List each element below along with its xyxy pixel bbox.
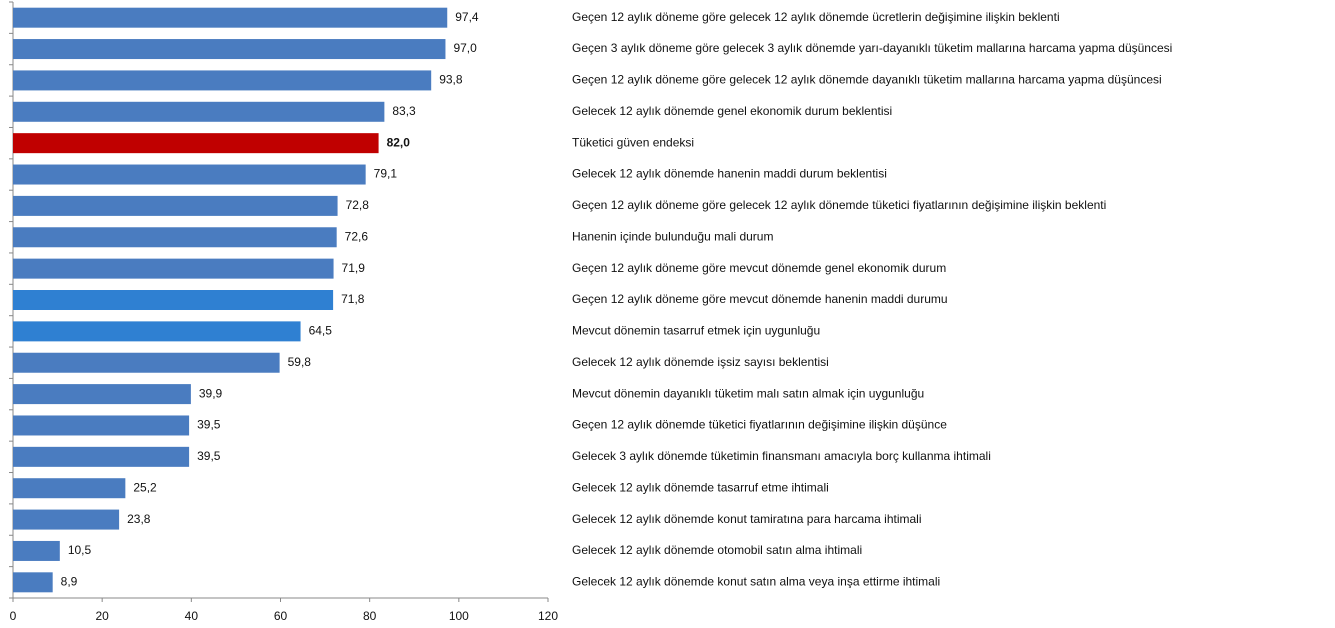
bar [13, 352, 280, 373]
category-label: Gelecek 12 aylık dönemde genel ekonomik … [572, 104, 892, 118]
category-label: Gelecek 12 aylık dönemde hanenin maddi d… [572, 167, 887, 181]
bar [13, 321, 301, 342]
value-label: 10,5 [68, 543, 92, 557]
bar [13, 540, 60, 561]
value-label: 23,8 [127, 512, 151, 526]
bar [13, 133, 379, 154]
value-label: 39,5 [197, 418, 221, 432]
value-label: 59,8 [288, 355, 312, 369]
value-label: 97,0 [453, 41, 477, 55]
x-tick-label: 60 [274, 609, 288, 623]
bar [13, 478, 126, 499]
bar [13, 572, 53, 593]
category-label: Gelecek 3 aylık dönemde tüketimin finans… [572, 449, 991, 463]
category-label: Geçen 12 aylık dönemde tüketici fiyatlar… [572, 418, 947, 432]
category-label: Geçen 12 aylık döneme göre mevcut dönemd… [572, 261, 946, 275]
x-tick-label: 0 [10, 609, 17, 623]
category-label: Gelecek 12 aylık dönemde işsiz sayısı be… [572, 355, 829, 369]
category-label: Geçen 12 aylık döneme göre gelecek 12 ay… [572, 10, 1060, 24]
category-label: Geçen 3 aylık döneme göre gelecek 3 aylı… [572, 41, 1172, 55]
bar [13, 227, 337, 248]
bar [13, 258, 334, 279]
value-label: 39,9 [199, 386, 223, 400]
category-label: Mevcut dönemin tasarruf etmek için uygun… [572, 324, 820, 338]
value-label: 25,2 [133, 480, 157, 494]
value-label: 82,0 [387, 135, 411, 149]
value-label: 71,8 [341, 292, 365, 306]
value-label: 97,4 [455, 10, 479, 24]
category-label: Mevcut dönemin dayanıklı tüketim malı sa… [572, 386, 924, 400]
category-label: Gelecek 12 aylık dönemde otomobil satın … [572, 543, 862, 557]
bar [13, 446, 190, 467]
bar [13, 415, 190, 436]
value-label: 79,1 [374, 167, 398, 181]
bar [13, 101, 385, 122]
bar [13, 195, 338, 216]
value-label: 72,6 [345, 229, 369, 243]
bar [13, 290, 334, 310]
value-label: 72,8 [346, 198, 370, 212]
bar [13, 384, 191, 405]
x-tick-label: 40 [185, 609, 199, 623]
category-label: Gelecek 12 aylık dönemde tasarruf etme i… [572, 480, 829, 494]
category-label: Gelecek 12 aylık dönemde konut satın alm… [572, 574, 940, 588]
category-label: Hanenin içinde bulunduğu mali durum [572, 229, 773, 243]
category-label: Geçen 12 aylık döneme göre mevcut dönemd… [572, 292, 948, 306]
category-label: Tüketici güven endeksi [572, 135, 694, 149]
bar [13, 70, 432, 91]
x-tick-label: 120 [538, 609, 558, 623]
value-label: 71,9 [342, 261, 366, 275]
value-label: 93,8 [439, 73, 463, 87]
x-tick-label: 100 [449, 609, 469, 623]
bar [13, 39, 446, 60]
value-label: 39,5 [197, 449, 221, 463]
value-label: 64,5 [309, 324, 333, 338]
x-tick-label: 20 [95, 609, 109, 623]
bar [13, 7, 448, 28]
bar [13, 509, 120, 530]
category-label: Geçen 12 aylık döneme göre gelecek 12 ay… [572, 73, 1162, 87]
value-label: 8,9 [61, 574, 78, 588]
bar [13, 164, 366, 185]
value-label: 83,3 [392, 104, 416, 118]
category-label: Geçen 12 aylık döneme göre gelecek 12 ay… [572, 198, 1106, 212]
category-label: Gelecek 12 aylık dönemde konut tamiratın… [572, 512, 922, 526]
x-tick-label: 80 [363, 609, 377, 623]
